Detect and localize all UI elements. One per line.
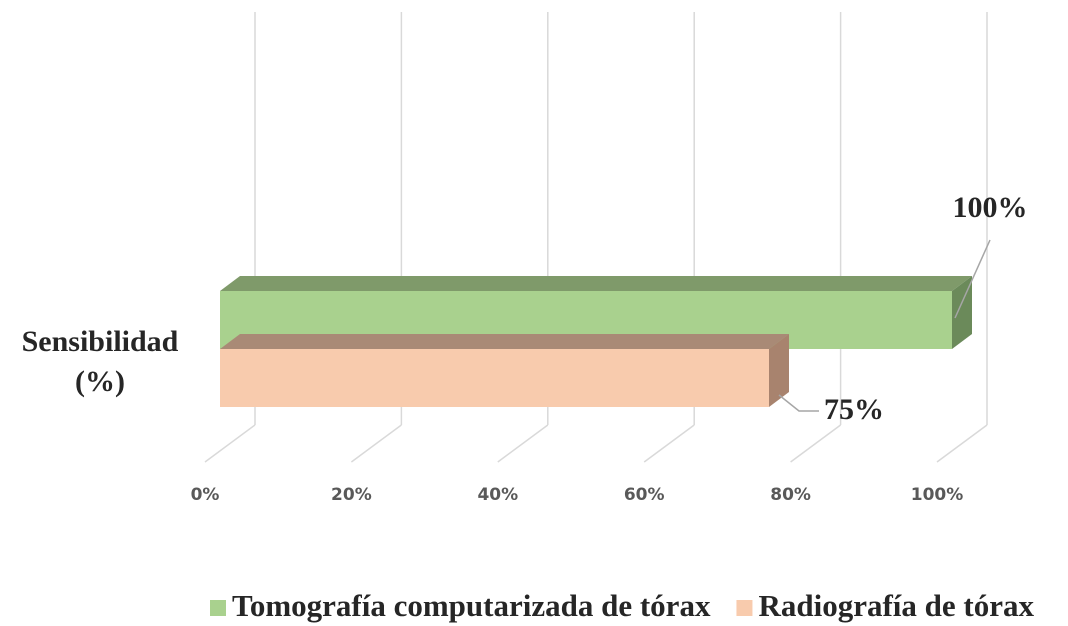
grid-line — [643, 424, 695, 463]
grid-line — [350, 424, 402, 463]
value-label: 75% — [824, 393, 884, 426]
legend-label: Radiografía de tórax — [758, 588, 1034, 623]
leader-line — [778, 394, 819, 412]
legend-swatch — [736, 600, 753, 616]
grid-line — [936, 424, 988, 463]
x-tick-label: 20% — [331, 485, 372, 505]
bar-side — [952, 276, 972, 349]
x-tick-label: 80% — [770, 485, 811, 505]
bar-top — [220, 334, 789, 349]
x-tick-label: 60% — [624, 485, 665, 505]
grid-line — [497, 424, 549, 463]
x-tick-label: 100% — [911, 485, 964, 505]
category-label: Sensibilidad (%) — [21, 325, 179, 398]
bar-side — [769, 334, 789, 407]
bar — [220, 349, 769, 407]
grid-line — [204, 424, 256, 463]
legend-swatch — [210, 600, 226, 616]
x-tick-label: 0% — [191, 485, 220, 505]
leader-line — [954, 239, 991, 319]
x-tick-label: 40% — [477, 485, 518, 505]
grid-line — [790, 424, 842, 463]
bar-top — [220, 276, 972, 291]
legend-label: Tomografía computarizada de tórax — [232, 588, 711, 623]
value-label: 100% — [953, 191, 1028, 224]
